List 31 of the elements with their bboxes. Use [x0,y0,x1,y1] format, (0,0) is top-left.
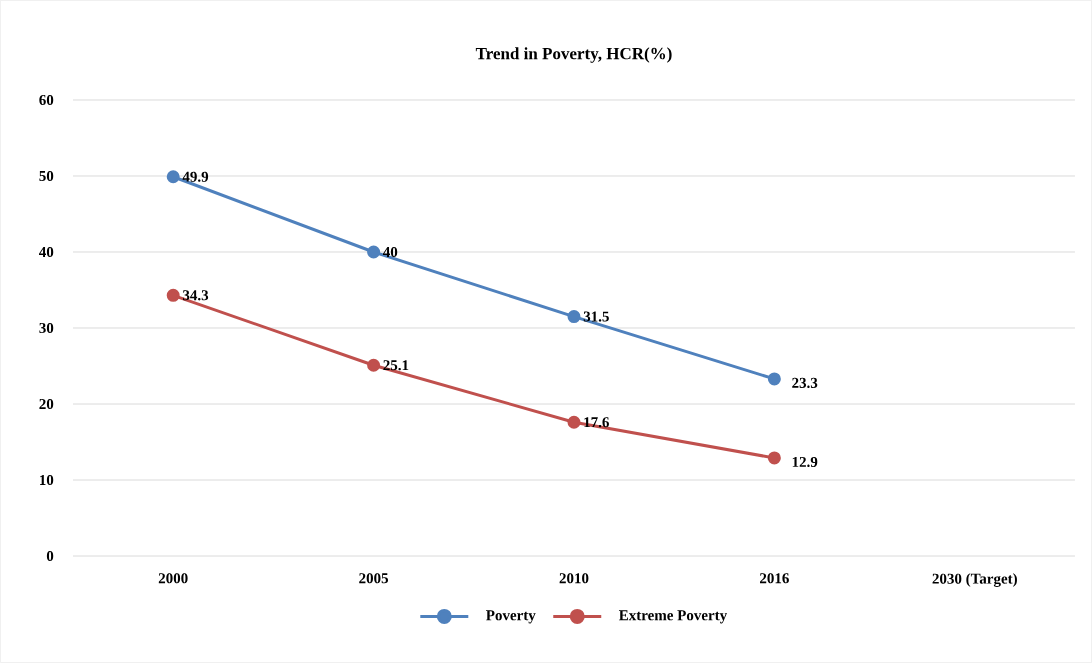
point [767,451,781,465]
point [367,245,381,259]
x-tick-label: 2030 (Target) [932,573,1017,587]
point [767,372,781,386]
x-tick-label: 2005 [359,573,389,584]
point [567,310,581,324]
data-label: 40 [382,246,398,258]
legend-label: Poverty [486,610,536,624]
y-tick-label: 40 [39,246,54,258]
data-label: 12.9 [792,456,818,468]
data-label: 23.3 [792,377,818,388]
data-label: 49.9 [182,171,209,182]
x-tick-label: 2000 [158,573,188,584]
data-label: 17.6 [584,417,609,428]
y-tick-label: 60 [39,94,54,106]
y-tick-label: 10 [40,474,54,486]
data-label: 34.3 [182,290,209,301]
y-tick-label: 20 [39,398,54,410]
x-tick-label: 2016 [760,573,789,584]
data-label: 25.1 [383,360,409,371]
y-tick-label: 0 [46,550,54,562]
point [367,358,381,372]
y-tick-label: 30 [39,322,54,334]
point [166,288,180,302]
y-tick-label: 50 [39,170,54,182]
chart-title: Trend in Poverty, HCR(%) [475,47,672,63]
data-label: 31.5 [583,311,609,322]
point [567,415,581,429]
legend-label: Extreme Poverty [618,610,728,624]
point [166,170,180,184]
x-tick-label: 2010 [559,573,589,584]
